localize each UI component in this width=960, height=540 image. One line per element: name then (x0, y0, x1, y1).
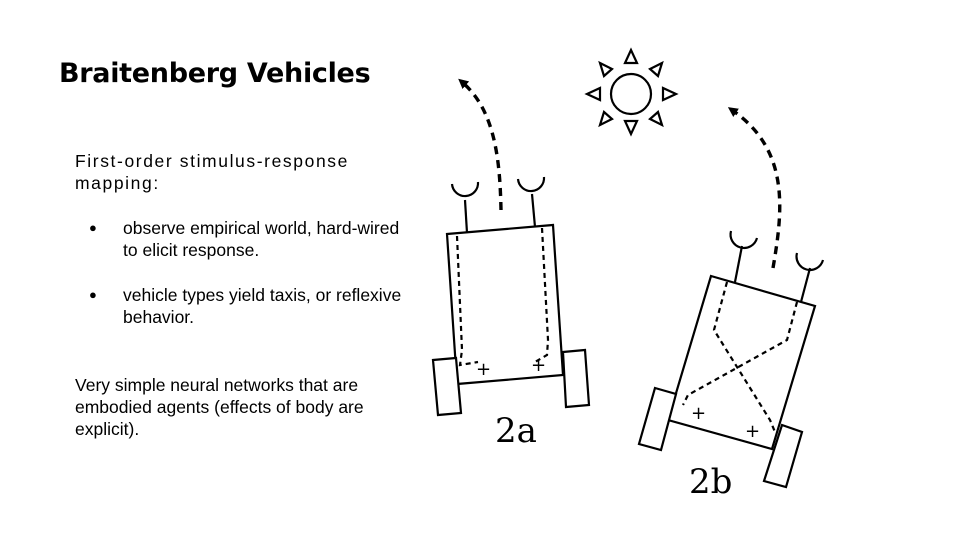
bullet-list: observe empirical world, hard-wired to e… (75, 217, 405, 351)
figure-label-2b: 2b (689, 462, 732, 502)
sign-plus: + (745, 421, 760, 442)
wheel-icon (431, 348, 591, 417)
sensor-icon (450, 176, 546, 234)
bullet-item: observe empirical world, hard-wired to e… (75, 217, 405, 261)
figure-label-2a: 2a (495, 411, 537, 451)
intro-text: First-order stimulus-response mapping: (75, 151, 349, 193)
vehicle-2b (637, 107, 825, 489)
path-arrow-icon (458, 78, 503, 211)
bullet-item: vehicle types yield taxis, or reflexive … (75, 284, 405, 328)
sign-plus: + (531, 355, 546, 376)
sign-plus: + (476, 359, 491, 380)
outro-text: Very simple neural networks that are emb… (75, 375, 364, 439)
vehicle-2a (431, 78, 591, 417)
path-arrow-icon (727, 107, 782, 269)
wheel-icon (637, 386, 804, 489)
slide-title: Braitenberg Vehicles (59, 58, 371, 89)
sign-plus: + (691, 403, 706, 424)
sun-icon (584, 47, 679, 137)
sensor-icon (729, 230, 825, 303)
